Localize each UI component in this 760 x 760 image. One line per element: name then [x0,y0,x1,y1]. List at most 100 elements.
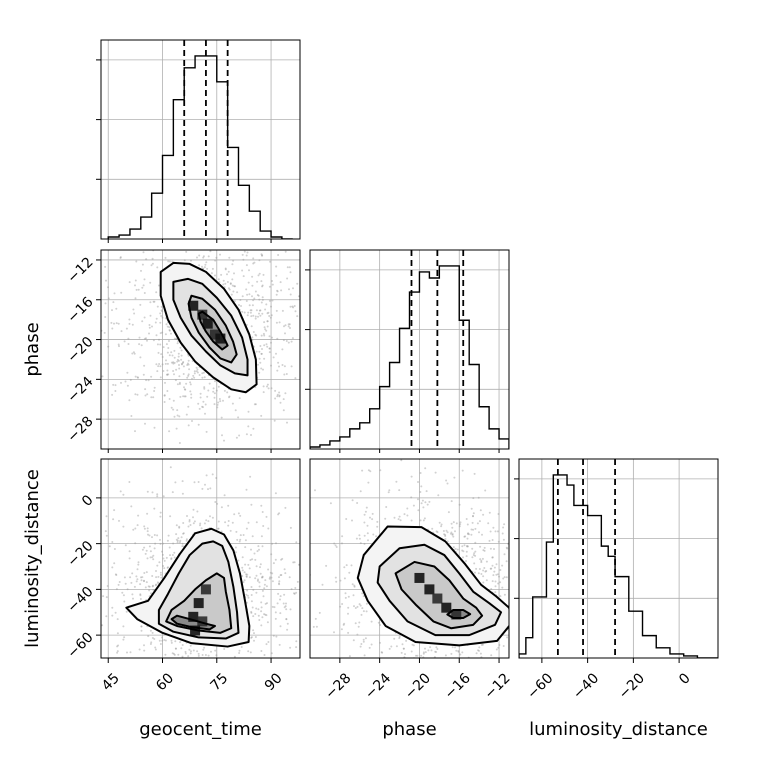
sample-point [313,563,315,565]
sample-point [285,608,288,611]
sample-point [472,515,474,518]
sample-point [202,400,205,403]
sample-point [296,282,299,285]
sample-point [280,558,283,561]
sample-point [255,521,258,524]
sample-point [140,625,143,628]
sample-point [177,352,180,355]
sample-point [183,388,186,391]
sample-point [293,592,295,595]
sample-point [156,495,159,498]
sample-point [158,284,160,287]
sample-point [274,558,277,561]
sample-point [134,542,137,545]
sample-point [178,367,181,370]
sample-point [188,648,191,651]
sample-point [245,288,248,291]
density-peak [209,329,220,340]
sample-point [465,555,468,558]
sample-point [275,352,277,355]
sample-point [266,312,269,315]
sample-point [431,527,434,530]
sample-point [145,549,148,552]
sample-point [324,553,326,555]
sample-point [182,365,185,368]
sample-point [517,544,519,546]
sample-point [93,271,95,273]
sample-point [457,650,460,652]
sample-point [256,363,259,366]
sample-point [143,525,146,528]
sample-point [123,340,126,343]
sample-point [256,579,259,582]
sample-point [254,317,257,320]
sample-point [453,476,456,479]
sample-point [463,535,466,538]
sample-point [197,654,200,657]
sample-point [150,244,152,246]
sample-point [173,361,176,364]
sample-point [162,370,165,372]
sample-point [168,354,171,357]
sample-point [472,512,475,515]
sample-point [146,339,148,342]
sample-point [465,550,468,553]
sample-point [196,650,199,653]
contour-line [356,525,509,647]
sample-point [184,388,187,391]
sample-point [265,585,268,588]
sample-point [437,494,440,497]
sample-point [209,250,212,253]
sample-point [497,646,500,649]
sample-point [227,520,230,522]
sample-point [271,605,274,608]
sample-point [265,614,268,617]
sample-point [440,525,443,528]
sample-point [455,522,458,525]
sample-point [115,307,118,310]
sample-point [567,436,569,438]
sample-point [153,390,156,392]
sample-point [254,403,257,406]
sample-point [263,236,265,238]
sample-point [325,577,327,579]
sample-point [111,393,114,396]
sample-point [123,576,126,579]
sample-point [231,278,234,281]
sample-point [146,490,149,493]
sample-point [172,362,175,365]
sample-point [491,539,494,541]
sample-point [141,320,144,323]
sample-point [120,330,123,333]
sample-point [103,331,106,334]
sample-point [452,546,455,549]
sample-point [370,643,373,646]
sample-point [454,547,457,550]
sample-point [450,652,453,655]
sample-point [116,632,119,635]
sample-point [380,651,383,654]
sample-point [517,616,519,618]
sample-point [274,617,277,620]
sample-point [187,222,189,224]
sample-point [233,231,235,233]
sample-point [238,540,241,543]
sample-point [341,542,343,545]
sample-point [552,616,554,618]
sample-point [190,650,192,653]
sample-point [163,394,166,397]
sample-point [269,576,271,579]
sample-point [355,537,358,540]
sample-point [482,581,485,584]
sample-point [505,576,508,579]
sample-point [173,337,176,340]
sample-point [259,241,261,243]
sample-point [422,651,425,654]
sample-point [303,407,305,409]
sample-point [159,511,162,514]
sample-point [204,671,206,673]
sample-point [430,649,433,652]
sample-point [208,382,211,385]
sample-point [114,390,117,392]
sample-point [259,688,261,690]
